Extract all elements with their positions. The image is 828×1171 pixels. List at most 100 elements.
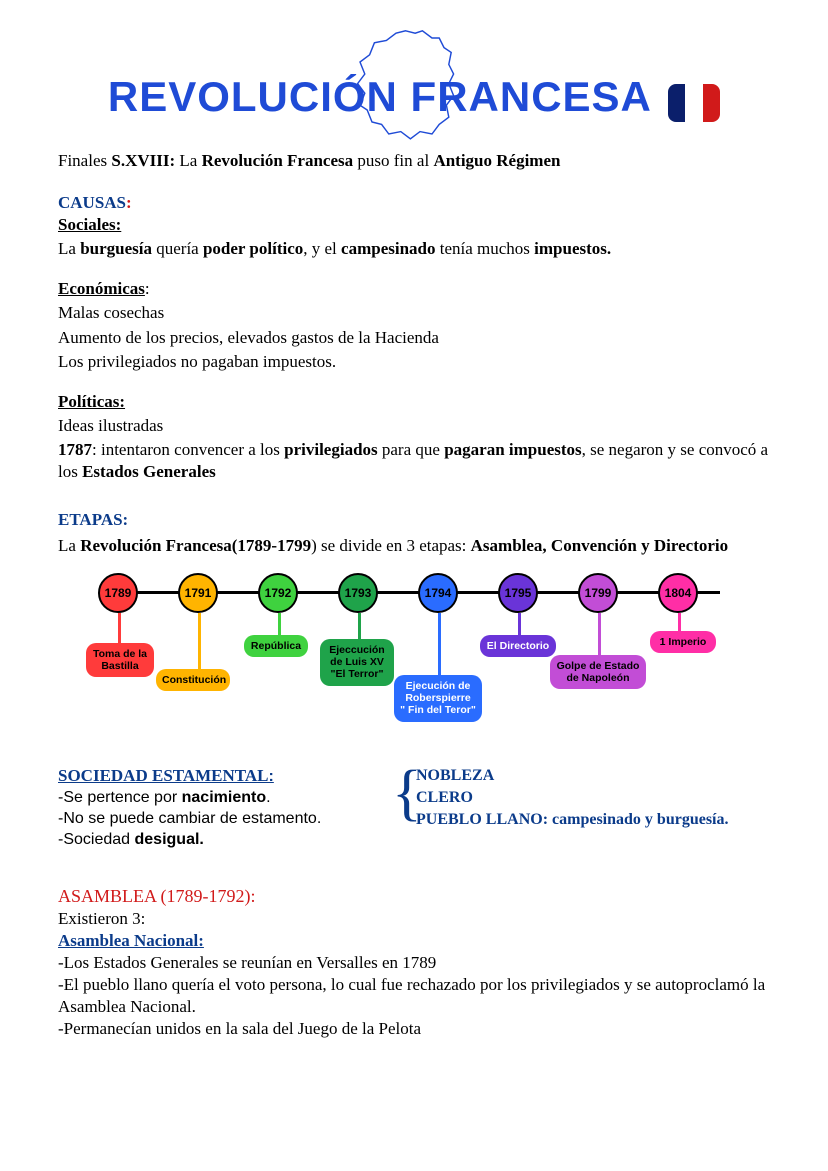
year-bubble: 1789 <box>98 573 138 613</box>
soc-t2: quería <box>152 239 203 258</box>
year-bubble: 1799 <box>578 573 618 613</box>
france-flag-icon <box>668 84 720 122</box>
timeline-connector <box>118 613 121 645</box>
pol-l2: 1787: intentaron convencer a los privile… <box>58 439 770 483</box>
etapas-intro: La Revolución Francesa(1789-1799) se div… <box>58 535 770 557</box>
soc-b1: burguesía <box>80 239 152 258</box>
timeline-events: Toma de laBastillaConstituciónRepúblicaE… <box>98 613 738 743</box>
soc-l1b: nacimiento <box>182 789 266 806</box>
pol-l1: Ideas ilustradas <box>58 415 770 437</box>
pol-b1: 1787 <box>58 440 92 459</box>
sociales-h-text: Sociales: <box>58 215 121 234</box>
page-title: REVOLUCIÓN FRANCESA <box>108 28 652 125</box>
intro-m1: La <box>175 151 201 170</box>
sociedad-section: SOCIEDAD ESTAMENTAL: -Se pertence por na… <box>58 765 770 850</box>
timeline-event: Toma de laBastilla <box>86 643 154 677</box>
timeline-event: Constitución <box>156 669 230 691</box>
page-header: REVOLUCIÓN FRANCESA <box>58 28 770 138</box>
econ-l3: Los privilegiados no pagaban impuestos. <box>58 351 770 373</box>
intro-prefix: Finales <box>58 151 111 170</box>
timeline-connector <box>278 613 281 637</box>
econ-h-text: Económicas <box>58 279 145 298</box>
sociales-h: Sociales: <box>58 214 770 236</box>
timeline-event: Ejeccuciónde Luis XV"El Terror" <box>320 639 394 685</box>
asamblea-link: Asamblea Nacional: <box>58 930 770 952</box>
pol-h-text: Políticas: <box>58 392 125 411</box>
intro-m2: puso fin al <box>353 151 433 170</box>
year-bubble: 1795 <box>498 573 538 613</box>
timeline-event: Golpe de Estadode Napoleón <box>550 655 646 689</box>
pol-b3: pagaran impuestos <box>444 440 581 459</box>
sociedad-right: { NOBLEZA CLERO PUEBLO LLANO: campesinad… <box>388 765 770 830</box>
politicas-h: Políticas: <box>58 391 770 413</box>
timeline-event: 1 Imperio <box>650 631 716 653</box>
timeline-axis: 1789 1791 1792 1793 1794 1795 1799 1804 <box>98 571 738 613</box>
soc-b3: campesinado <box>341 239 435 258</box>
et-b2: Asamblea, Convención y Directorio <box>471 536 729 555</box>
flag-stripe-red <box>703 84 720 122</box>
intro-b2: Revolución Francesa <box>202 151 354 170</box>
causas-h-text: CAUSAS <box>58 193 126 212</box>
econ-l2: Aumento de los precios, elevados gastos … <box>58 327 770 349</box>
asamblea-heading: ASAMBLEA (1789-1792): <box>58 885 770 908</box>
pol-b4: Estados Generales <box>82 462 216 481</box>
soc-h-colon: : <box>269 768 274 785</box>
brace-icon: { <box>392 767 422 820</box>
intro-b1: S.XVIII: <box>111 151 175 170</box>
soc-l1a: -Se pertence por <box>58 789 182 806</box>
asamblea-l1: -Los Estados Generales se reunían en Ver… <box>58 952 770 974</box>
intro-line: Finales S.XVIII: La Revolución Francesa … <box>58 150 770 172</box>
asamblea-l3: -Permanecían unidos en la sala del Juego… <box>58 1018 770 1040</box>
etapas-heading: ETAPAS: <box>58 509 770 531</box>
intro-b3: Antiguo Régimen <box>433 151 560 170</box>
pol-t2: para que <box>378 440 445 459</box>
year-bubble: 1791 <box>178 573 218 613</box>
soc-t4: tenía muchos <box>436 239 535 258</box>
asamblea-sub: Existieron 3: <box>58 908 770 930</box>
estate-nobleza: NOBLEZA <box>416 765 770 787</box>
year-bubble: 1794 <box>418 573 458 613</box>
timeline-connector <box>678 613 681 633</box>
soc-t3: , y el <box>303 239 341 258</box>
year-bubble: 1793 <box>338 573 378 613</box>
et-b1: Revolución Francesa(1789-1799 <box>80 536 311 555</box>
pol-t1: : intentaron convencer a los <box>92 440 284 459</box>
year-bubble: 1804 <box>658 573 698 613</box>
soc-t1: La <box>58 239 80 258</box>
timeline-connector <box>438 613 441 677</box>
soc-l1c: . <box>266 789 270 806</box>
asamblea-l2: -El pueblo llano quería el voto persona,… <box>58 974 770 1018</box>
econ-l1: Malas cosechas <box>58 302 770 324</box>
timeline-connector <box>598 613 601 657</box>
estates-list: NOBLEZA CLERO PUEBLO LLANO: campesinado … <box>416 765 770 830</box>
soc-l2: -No se puede cambiar de estamento. <box>58 809 388 830</box>
sociedad-heading: SOCIEDAD ESTAMENTAL: <box>58 765 388 788</box>
soc-l3a: -Sociedad <box>58 831 135 848</box>
flag-stripe-white <box>685 84 702 122</box>
et-t2: ) se divide en 3 etapas: <box>311 536 471 555</box>
year-bubble: 1792 <box>258 573 298 613</box>
timeline-event: República <box>244 635 308 657</box>
soc-h-text: SOCIEDAD ESTAMENTAL <box>58 766 269 785</box>
asamblea-link-text: Asamblea Nacional: <box>58 931 204 950</box>
timeline-connector <box>358 613 361 641</box>
timeline-connector <box>518 613 521 637</box>
soc-b2: poder político <box>203 239 303 258</box>
timeline-connector <box>198 613 201 671</box>
soc-l3: -Sociedad desigual. <box>58 830 388 851</box>
timeline: 17891791179217931794179517991804 Toma de… <box>98 571 738 743</box>
timeline-event: El Directorio <box>480 635 556 657</box>
soc-l3b: desigual. <box>135 831 204 848</box>
soc-b4: impuestos. <box>534 239 611 258</box>
soc-l1: -Se pertence por nacimiento. <box>58 788 388 809</box>
flag-stripe-blue <box>668 84 685 122</box>
economicas-h: Económicas: <box>58 278 770 300</box>
et-t1: La <box>58 536 80 555</box>
sociales-line: La burguesía quería poder político, y el… <box>58 238 770 260</box>
pol-b2: privilegiados <box>284 440 378 459</box>
estate-clero: CLERO <box>416 787 770 809</box>
causas-colon: : <box>126 193 132 212</box>
causas-heading: CAUSAS: <box>58 192 770 214</box>
estate-pueblo: PUEBLO LLANO: campesinado y burguesía. <box>416 809 770 831</box>
timeline-event: Ejecución deRoberspierre" Fin del Teror" <box>394 675 482 721</box>
